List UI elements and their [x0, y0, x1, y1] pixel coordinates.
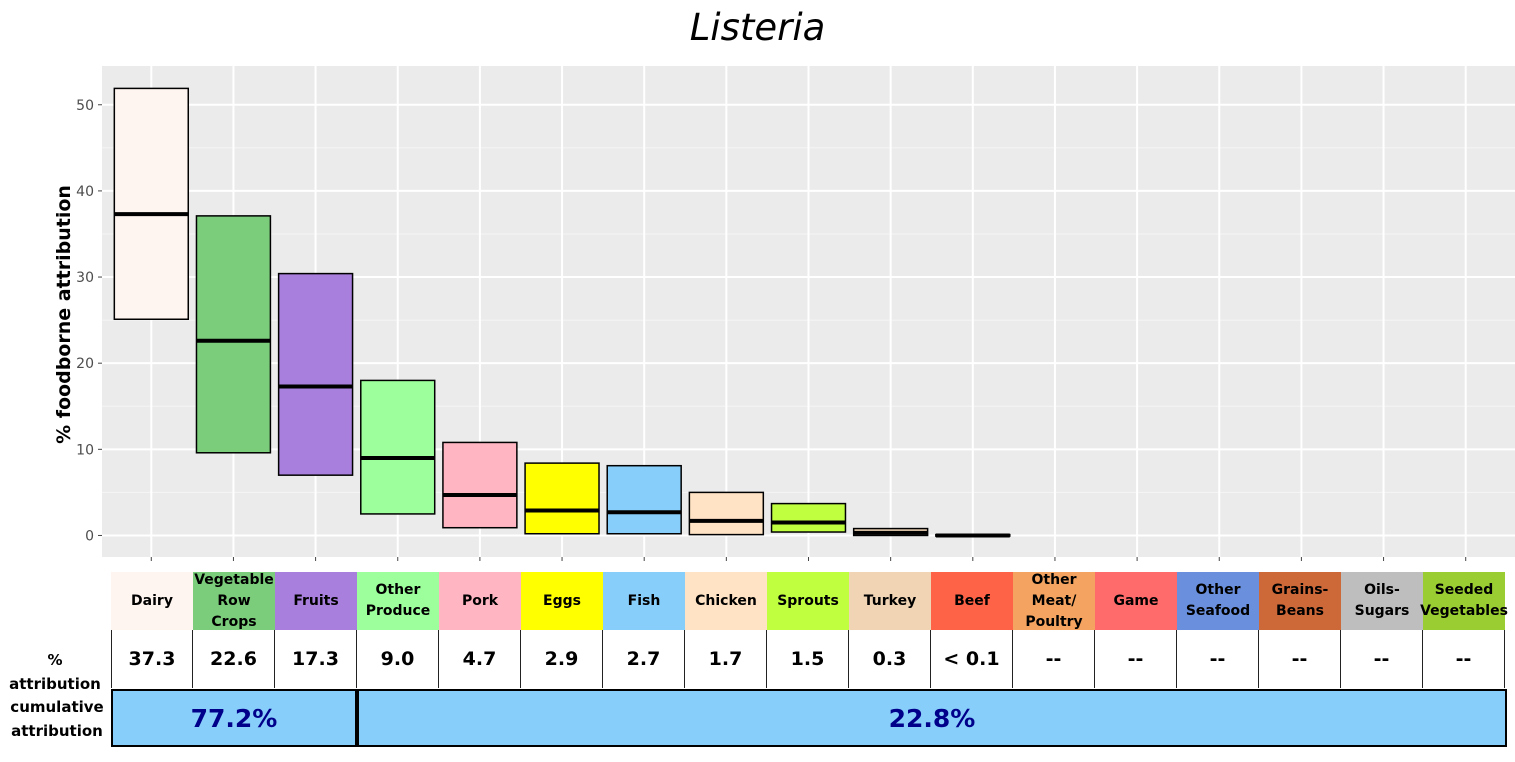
box	[195, 215, 272, 454]
y-tick-label: 0	[85, 528, 94, 544]
chart-title: Listeria	[689, 6, 826, 49]
box	[360, 379, 436, 515]
box	[524, 462, 600, 535]
y-tick-label: 40	[76, 184, 94, 200]
y-axis-label: % foodborne attribution	[53, 185, 75, 444]
box	[442, 441, 518, 529]
box	[277, 272, 354, 476]
box	[606, 464, 682, 535]
y-tick-label: 30	[76, 270, 94, 286]
y-tick-label: 10	[76, 442, 94, 458]
box	[770, 502, 847, 533]
box	[113, 87, 190, 321]
y-tick-label: 20	[76, 356, 94, 372]
y-tick-label: 50	[76, 98, 94, 114]
box	[688, 491, 765, 536]
